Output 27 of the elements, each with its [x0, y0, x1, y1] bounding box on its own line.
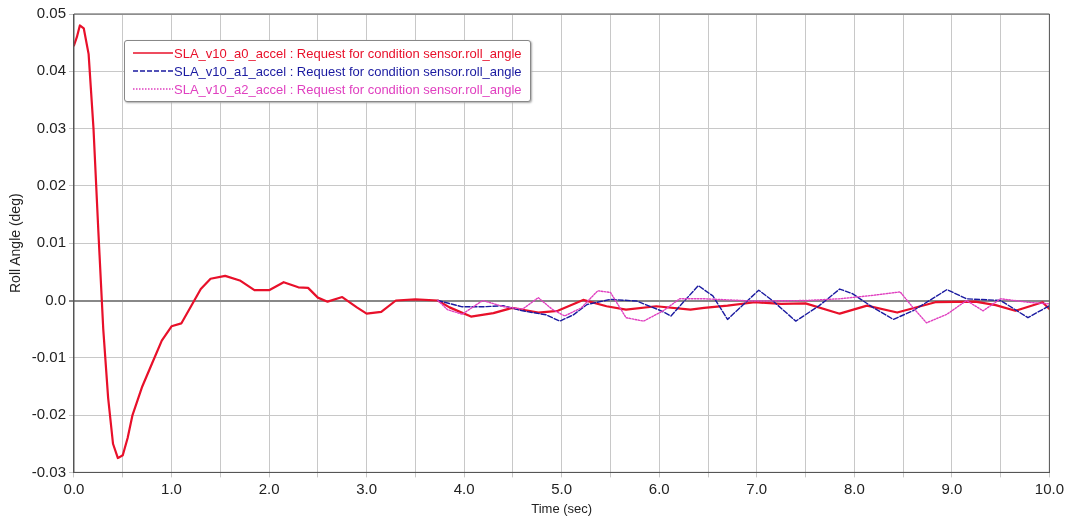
x-tick-label: 5.0 [551, 479, 573, 497]
x-axis-title: Time (sec) [531, 500, 593, 516]
legend-label: SLA_v10_a1_accel : Request for condition sensor.roll_angle [173, 63, 522, 79]
y-tick-label: -0.02 [31, 405, 66, 423]
y-tick-label: -0.01 [31, 347, 66, 365]
y-tick-label: 0.04 [36, 61, 66, 79]
legend-label: SLA_v10_a0_accel : Request for condition sensor.roll_angle [173, 45, 522, 61]
y-tick-label: 0.02 [36, 176, 66, 194]
x-tick-label: 7.0 [746, 479, 768, 497]
x-tick-label: 10.0 [1034, 479, 1064, 497]
x-tick-label: 0.0 [63, 479, 85, 497]
line-series [437, 290, 1050, 324]
x-tick-label: 9.0 [941, 479, 963, 497]
y-tick-label: 0.03 [36, 118, 66, 136]
x-tick-label: 6.0 [648, 479, 670, 497]
x-tick-label: 1.0 [161, 479, 182, 497]
y-axis-title: Roll Angle (deg) [7, 193, 24, 294]
y-tick-label: 0.05 [36, 4, 66, 22]
line-series [437, 284, 1050, 322]
x-tick-label: 4.0 [453, 479, 475, 497]
legend-label: SLA_v10_a2_accel : Request for condition sensor.roll_angle [173, 81, 522, 97]
x-tick-label: 2.0 [258, 479, 280, 497]
y-tick-label: -0.03 [31, 462, 66, 480]
y-tick-label: 0.01 [36, 233, 66, 251]
x-tick-label: 3.0 [356, 479, 378, 497]
y-tick-label: 0.0 [45, 290, 66, 308]
x-tick-label: 8.0 [843, 479, 865, 497]
